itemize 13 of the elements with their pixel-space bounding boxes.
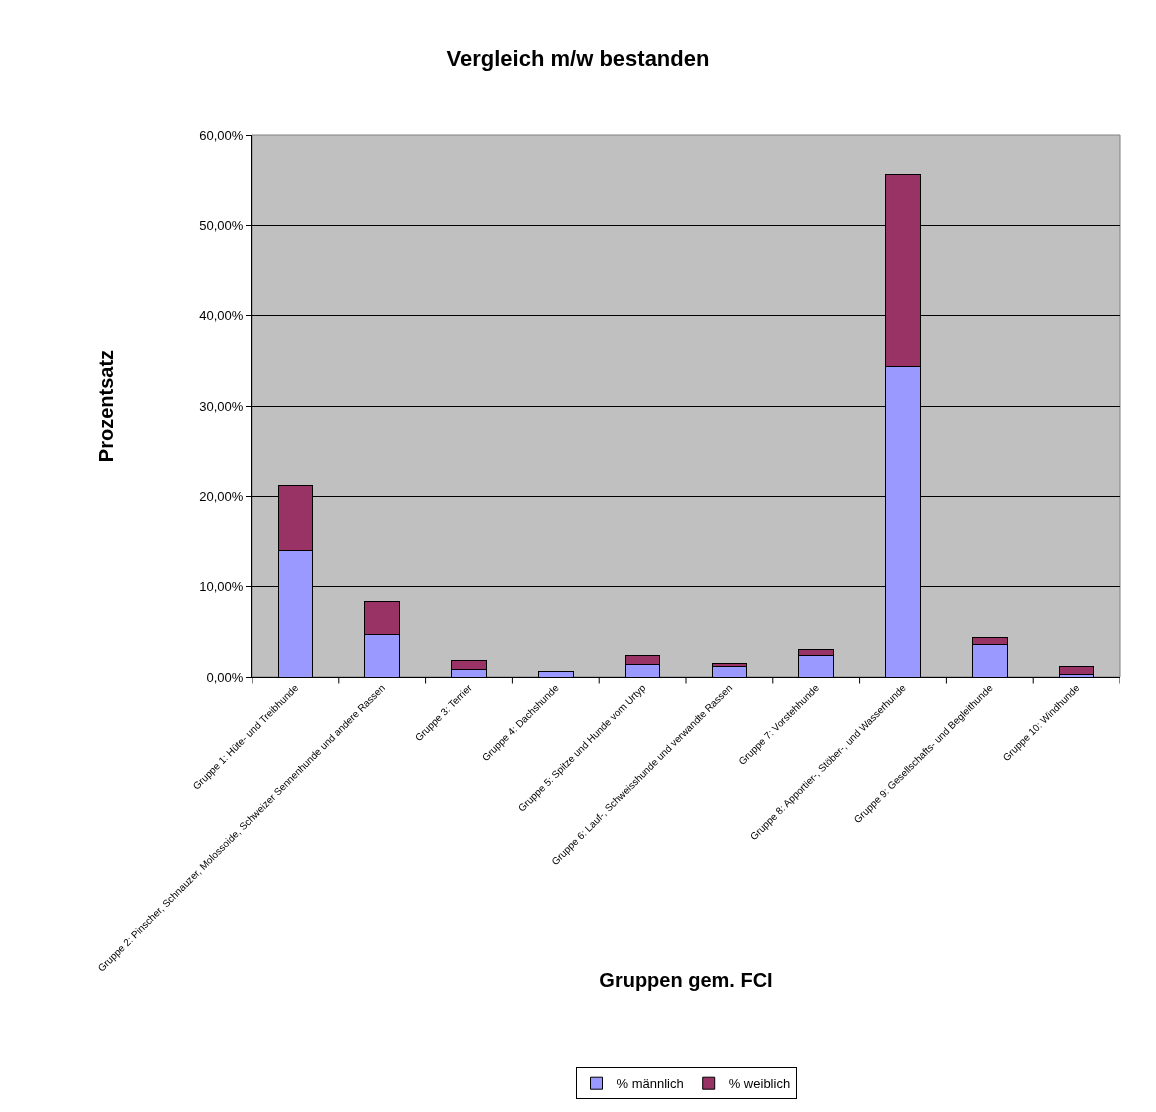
y-tick-label: 10,00% [199,579,244,595]
legend-label: % weiblich [728,1076,791,1092]
y-axis-title: Prozentsatz [94,349,117,463]
y-tick-label: 30,00% [199,398,244,414]
x-axis-title: Gruppen gem. FCI [599,969,773,992]
y-tick-label: 0,00% [206,669,244,685]
y-tick-label: 40,00% [199,308,244,324]
y-tick-label: 60,00% [199,127,244,143]
y-tick-label: 20,00% [199,488,244,504]
chart-title: Vergleich m/w bestanden [446,45,710,71]
legend-label: % männlich [616,1076,684,1092]
y-tick-label: 50,00% [199,217,244,233]
bar [1058,665,1095,675]
